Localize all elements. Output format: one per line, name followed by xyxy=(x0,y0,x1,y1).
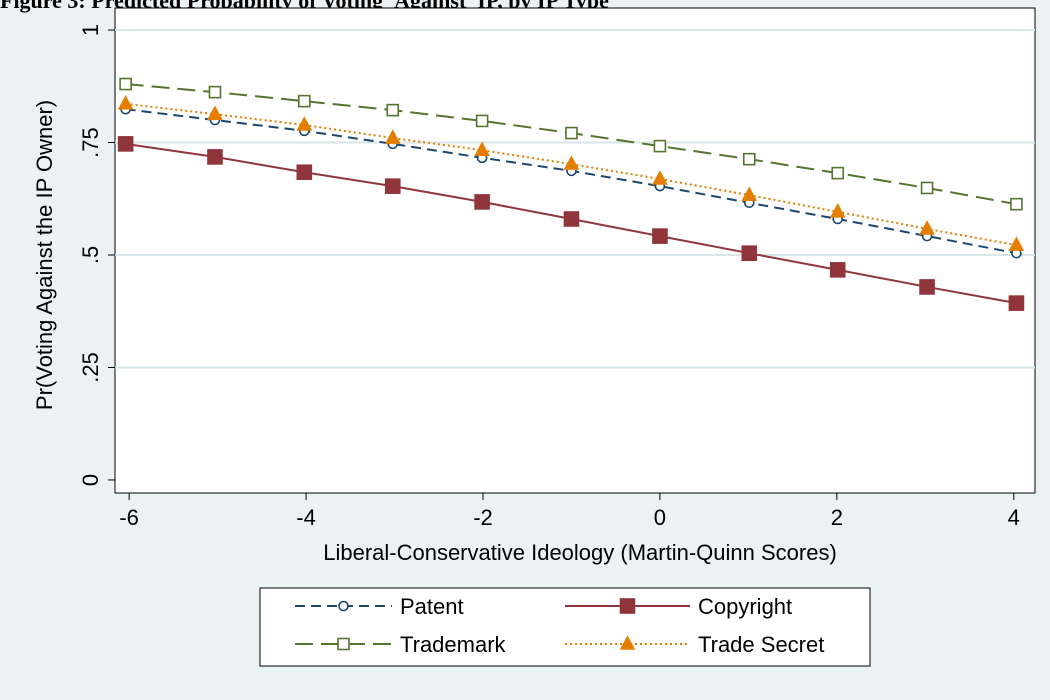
marker xyxy=(296,164,313,181)
marker xyxy=(117,95,134,110)
legend-item: Patent xyxy=(295,594,464,619)
marker xyxy=(1010,197,1023,211)
marker xyxy=(919,279,935,295)
marker xyxy=(565,126,578,140)
marker xyxy=(298,94,311,108)
legend-label: Trade Secret xyxy=(698,632,824,657)
marker xyxy=(117,136,134,152)
marker xyxy=(296,116,313,131)
x-tick-label: 4 xyxy=(1008,505,1020,530)
marker xyxy=(1008,295,1025,311)
series-line xyxy=(125,102,1017,247)
legend-item: Trademark xyxy=(295,632,507,657)
legend-label: Trademark xyxy=(400,632,507,657)
marker xyxy=(1008,236,1025,251)
x-tick-label: -6 xyxy=(119,505,139,530)
legend xyxy=(259,587,871,667)
y-axis-label: Pr(Voting Against the IP Owner) xyxy=(32,100,57,410)
x-tick-label: 0 xyxy=(654,505,666,530)
x-tick-label: -2 xyxy=(473,505,493,530)
marker xyxy=(207,105,223,120)
legend-label: Patent xyxy=(400,594,464,619)
marker xyxy=(386,103,400,117)
legend-item: Trade Secret xyxy=(565,632,824,657)
marker xyxy=(829,262,846,278)
y-tick-label: .5 xyxy=(78,246,103,264)
y-tick-label: .25 xyxy=(78,352,103,383)
marker xyxy=(741,245,758,261)
y-tick-label: .75 xyxy=(78,127,103,158)
x-axis-label: Liberal-Conservative Ideology (Martin-Qu… xyxy=(323,540,837,565)
marker xyxy=(742,152,756,166)
marker xyxy=(652,228,668,244)
marker xyxy=(563,211,580,227)
marker xyxy=(207,149,223,165)
x-tick-label: -4 xyxy=(296,505,316,530)
y-tick-label: 0 xyxy=(78,474,103,486)
marker xyxy=(474,141,490,156)
plot-area xyxy=(114,7,1036,494)
marker xyxy=(384,178,401,194)
marker xyxy=(474,194,490,210)
marker xyxy=(831,166,845,180)
marker xyxy=(384,129,401,144)
marker xyxy=(741,186,758,201)
legend-marker xyxy=(338,600,349,612)
legend-marker xyxy=(619,598,636,614)
marker xyxy=(475,114,489,128)
marker xyxy=(829,203,846,218)
marker xyxy=(208,85,222,99)
marker xyxy=(653,139,667,153)
marker xyxy=(919,220,935,235)
legend-label: Copyright xyxy=(698,594,792,619)
y-tick-label: 1 xyxy=(78,24,103,36)
legend-marker xyxy=(619,635,636,650)
legend-marker xyxy=(337,637,350,651)
legend-item: Copyright xyxy=(565,594,792,619)
marker xyxy=(920,181,934,195)
marker xyxy=(652,170,668,185)
marker xyxy=(563,155,580,170)
marker xyxy=(119,77,132,91)
x-tick-label: 2 xyxy=(831,505,843,530)
